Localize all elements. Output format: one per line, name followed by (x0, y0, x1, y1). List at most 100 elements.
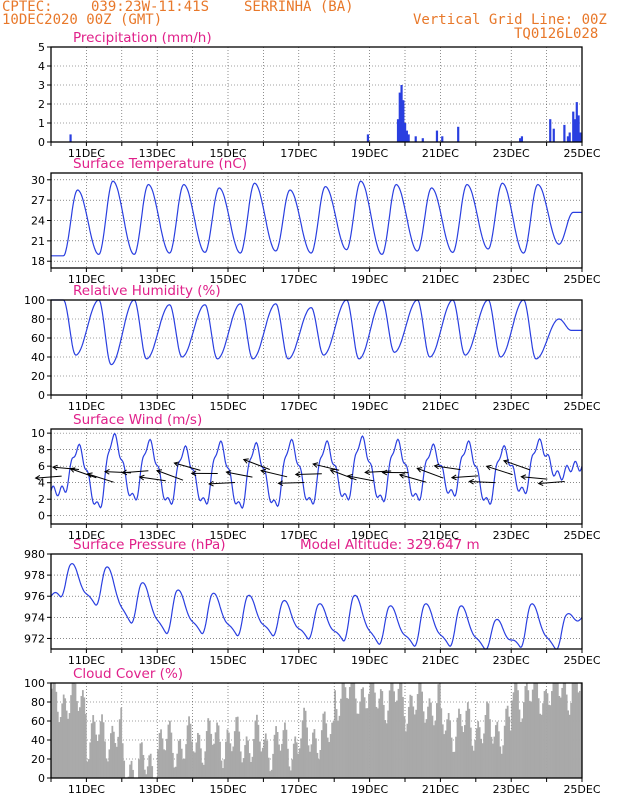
wind-xtick-label: 23DEC (493, 529, 530, 542)
cloud-bar (397, 688, 400, 778)
cloud-bar (548, 704, 550, 778)
temperature-frame (50, 172, 583, 269)
precip-frame (50, 46, 583, 143)
cloud-bar (425, 719, 428, 778)
cloud-bar (530, 701, 533, 778)
wind-arrow (521, 476, 548, 480)
cloud-bar (160, 729, 162, 778)
cloud-xtick-label: 15DEC (209, 783, 246, 796)
cloud-bar (170, 732, 173, 778)
wind-ytick-label: 0 (38, 510, 45, 523)
cloud-bar (341, 683, 344, 778)
cloud-bar (253, 738, 255, 778)
cloud-bar (241, 762, 244, 778)
cloud-bar (415, 709, 418, 778)
cloud-bar (399, 683, 401, 778)
cloud-bar (55, 691, 58, 778)
cloud-bar (294, 736, 297, 778)
cloud-bar (419, 683, 422, 778)
wind-arrow (139, 476, 166, 482)
cloud-bar (229, 743, 232, 778)
cloud-bar (503, 725, 506, 778)
wind-arrow (174, 462, 201, 471)
cloud-bar (226, 729, 229, 778)
cloud-xtick-label: 21DEC (422, 783, 459, 796)
cloud-bar (225, 741, 227, 778)
cloud-bar (494, 725, 497, 778)
cloud-bar (230, 751, 233, 778)
cloud-ytick-label: 0 (38, 772, 45, 785)
pressure-ytick-label: 976 (24, 590, 45, 603)
cloud-bar (537, 698, 540, 778)
cloud-bar (344, 687, 347, 778)
cloud-bar (53, 683, 56, 778)
precip-xtick-label: 23DEC (493, 147, 530, 160)
cloud-bar (478, 727, 481, 778)
cloud-bar (394, 701, 397, 778)
cloud-bar (93, 721, 96, 778)
cloud-bar (372, 683, 375, 778)
precip-bar (435, 130, 439, 142)
precip-bar (577, 115, 580, 142)
cloud-bar (256, 714, 258, 778)
temperature-ytick-label: 18 (31, 255, 45, 268)
wind-arrow-head (433, 463, 440, 470)
cloud-bar (281, 743, 283, 778)
cloud-bar (536, 683, 539, 778)
cloud-bar (502, 745, 505, 778)
cloud-bar (67, 718, 69, 778)
cloud-bar (316, 752, 319, 778)
cloud-bar (430, 702, 432, 778)
wind-arrow-head (416, 467, 423, 473)
humidity-xtick-label: 17DEC (280, 400, 317, 413)
cloud-bar (188, 716, 190, 778)
cloud-bar (86, 761, 89, 778)
cloud-bar (83, 697, 86, 778)
cloud-bar (87, 759, 90, 778)
cloud-bar (481, 743, 484, 778)
pressure-title: Surface Pressure (hPa) (73, 537, 226, 553)
cloud-bar (208, 720, 211, 778)
cloud-bar (174, 766, 177, 778)
cloud-bar (173, 767, 176, 778)
cloud-bar (164, 750, 167, 778)
precip-bar (404, 123, 407, 142)
wind-arrow-head (121, 469, 128, 476)
wind-arrow-head (468, 478, 474, 485)
cloud-title: Cloud Cover (%) (73, 666, 183, 682)
precip-bar (552, 128, 555, 142)
wind-xtick-label: 11DEC (68, 529, 105, 542)
cloud-bar (360, 688, 363, 778)
cloud-bar (562, 683, 565, 778)
cloud-bar (207, 718, 210, 778)
model-label: TQ0126L028 (514, 26, 599, 42)
cloud-bar (525, 683, 528, 778)
cloud-bar (239, 751, 242, 778)
temperature-xtick-label: 25DEC (563, 273, 600, 286)
cloud-bar (556, 683, 559, 778)
wind-arrow (365, 470, 392, 473)
humidity-frame (50, 299, 583, 396)
panel-cloud: 0 20 40 60 80 100 11DEC 13DEC 15DEC 17DEC 19DEC 21D… (24, 666, 601, 796)
precip-bar (402, 100, 405, 142)
cloud-bar (138, 759, 140, 778)
cloud-bar (466, 702, 469, 778)
wind-arrow-head (173, 461, 180, 467)
cloud-bar (244, 745, 246, 778)
cloud-bar (210, 733, 213, 778)
cloud-bar (192, 751, 195, 778)
cloud-bar (233, 731, 236, 778)
wind-arrow (261, 470, 288, 478)
cloud-bar (390, 683, 393, 778)
cloud-bar (219, 741, 221, 778)
wind-arrow (399, 474, 427, 483)
cloud-bar (79, 707, 81, 778)
cloud-bar (552, 683, 555, 778)
cloud-bar (202, 764, 205, 778)
precip-bar (579, 132, 582, 142)
cloud-bar (89, 742, 92, 778)
cloud-bar (368, 693, 370, 778)
cloud-bar (216, 722, 218, 778)
cloud-bar (303, 707, 305, 778)
